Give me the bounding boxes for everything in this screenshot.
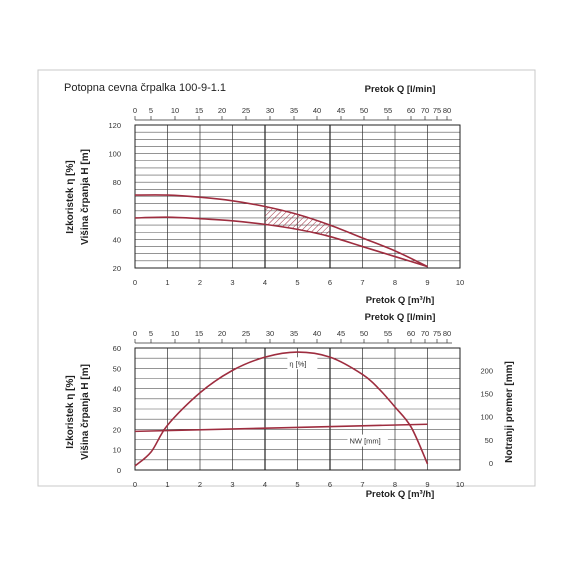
top-tick-label: 45 bbox=[337, 106, 345, 115]
top-axis-label: Pretok Q [l/min] bbox=[365, 84, 436, 95]
y-tick-label: 100 bbox=[108, 150, 121, 159]
top-axis-label: Pretok Q [l/min] bbox=[365, 312, 436, 323]
y2-tick-label: 50 bbox=[485, 436, 493, 445]
top-tick-label: 10 bbox=[171, 106, 179, 115]
y2-tick-label: 0 bbox=[489, 459, 493, 468]
x-tick-label: 3 bbox=[230, 278, 234, 287]
y-tick-label: 10 bbox=[113, 446, 121, 455]
top-tick-label: 40 bbox=[313, 106, 321, 115]
plot-border bbox=[134, 124, 461, 269]
hatched-operating-range bbox=[265, 206, 330, 237]
y2-tick-label: 150 bbox=[480, 389, 493, 398]
x-tick-label: 3 bbox=[230, 480, 234, 489]
x-axis-label: Pretok Q [m³/h] bbox=[366, 489, 435, 500]
x-tick-label: 7 bbox=[360, 480, 364, 489]
series-label: NW [mm] bbox=[350, 437, 381, 446]
series-line bbox=[134, 216, 428, 268]
top-tick-label: 70 bbox=[421, 106, 429, 115]
x-tick-label: 2 bbox=[198, 278, 202, 287]
y-axis-label-head: Višina črpanja H [m] bbox=[80, 149, 91, 245]
top-tick-label: 35 bbox=[290, 106, 298, 115]
x-tick-label: 1 bbox=[165, 480, 169, 489]
top-tick-label: 20 bbox=[218, 329, 226, 338]
series-label: η [%] bbox=[289, 359, 306, 368]
x-tick-label: 10 bbox=[456, 480, 464, 489]
y-tick-label: 40 bbox=[113, 385, 121, 394]
x-tick-label: 4 bbox=[263, 480, 267, 489]
top-tick-label: 0 bbox=[133, 329, 137, 338]
y-tick-label: 60 bbox=[113, 207, 121, 216]
series-line bbox=[134, 423, 428, 433]
plot-border bbox=[134, 347, 461, 471]
top-tick-label: 15 bbox=[195, 106, 203, 115]
top-tick-label: 50 bbox=[360, 106, 368, 115]
top-tick-label: 5 bbox=[149, 329, 153, 338]
top-tick-label: 35 bbox=[290, 329, 298, 338]
y-tick-label: 20 bbox=[113, 264, 121, 273]
series-line bbox=[134, 351, 429, 467]
x-tick-label: 8 bbox=[393, 480, 397, 489]
x-tick-label: 6 bbox=[328, 480, 332, 489]
x-tick-label: 0 bbox=[133, 480, 137, 489]
top-tick-label: 55 bbox=[384, 329, 392, 338]
x-tick-label: 8 bbox=[393, 278, 397, 287]
top-tick-label: 30 bbox=[266, 106, 274, 115]
x-tick-label: 2 bbox=[198, 480, 202, 489]
efficiency-chart: Pretok Q [l/min]0 5 10 15 20 25 30 35 40 45 50 55 60… bbox=[65, 312, 515, 500]
x-tick-label: 0 bbox=[133, 278, 137, 287]
x-tick-label: 5 bbox=[295, 278, 299, 287]
x-axis-label: Pretok Q [m³/h] bbox=[366, 295, 435, 306]
y-tick-label: 0 bbox=[117, 466, 121, 475]
top-tick-label: 55 bbox=[384, 106, 392, 115]
top-tick-label: 0 bbox=[133, 106, 137, 115]
top-tick-label: 60 bbox=[407, 106, 415, 115]
series-label-bg bbox=[347, 434, 388, 447]
x-tick-label: 6 bbox=[328, 278, 332, 287]
y-tick-label: 20 bbox=[113, 425, 121, 434]
top-tick-label: 50 bbox=[360, 329, 368, 338]
top-tick-label: 30 bbox=[266, 329, 274, 338]
top-tick-label: 45 bbox=[337, 329, 345, 338]
x-tick-label: 9 bbox=[425, 480, 429, 489]
chart-title: Potopna cevna črpalka 100-9-1.1 bbox=[64, 82, 226, 94]
top-tick-label: 25 bbox=[242, 106, 250, 115]
x-tick-label: 9 bbox=[425, 278, 429, 287]
x-tick-label: 5 bbox=[295, 480, 299, 489]
top-tick-label: 75 bbox=[433, 106, 441, 115]
x-tick-label: 7 bbox=[360, 278, 364, 287]
y-axis-label-head: Višina črpanja H [m] bbox=[80, 364, 91, 460]
x-tick-label: 1 bbox=[165, 278, 169, 287]
x-tick-label: 4 bbox=[263, 278, 267, 287]
top-tick-label: 40 bbox=[313, 329, 321, 338]
y-axis-label-efficiency: Izkoristek η [%] bbox=[65, 160, 76, 233]
y2-tick-label: 100 bbox=[480, 413, 493, 422]
head-chart: Pretok Q [l/min]0 5 10 15 20 25 30 35 40 45 50 55 60… bbox=[65, 84, 464, 306]
top-tick-label: 20 bbox=[218, 106, 226, 115]
top-tick-label: 5 bbox=[149, 106, 153, 115]
x-tick-label: 10 bbox=[456, 278, 464, 287]
y-tick-label: 60 bbox=[113, 344, 121, 353]
top-tick-label: 10 bbox=[171, 329, 179, 338]
y-tick-label: 80 bbox=[113, 178, 121, 187]
top-tick-label: 80 bbox=[443, 329, 451, 338]
y-tick-label: 50 bbox=[113, 364, 121, 373]
y-tick-label: 30 bbox=[113, 405, 121, 414]
y-axis-label-efficiency: Izkoristek η [%] bbox=[65, 375, 76, 448]
series-label-bg bbox=[287, 357, 318, 370]
top-tick-label: 70 bbox=[421, 329, 429, 338]
y-tick-label: 40 bbox=[113, 235, 121, 244]
y2-axis-label: Notranji premer [mm] bbox=[504, 361, 515, 463]
y2-tick-label: 200 bbox=[480, 366, 493, 375]
top-tick-label: 75 bbox=[433, 329, 441, 338]
top-tick-label: 60 bbox=[407, 329, 415, 338]
series-line bbox=[134, 194, 428, 268]
top-tick-label: 25 bbox=[242, 329, 250, 338]
y-tick-label: 120 bbox=[108, 121, 121, 130]
top-tick-label: 15 bbox=[195, 329, 203, 338]
top-tick-label: 80 bbox=[443, 106, 451, 115]
